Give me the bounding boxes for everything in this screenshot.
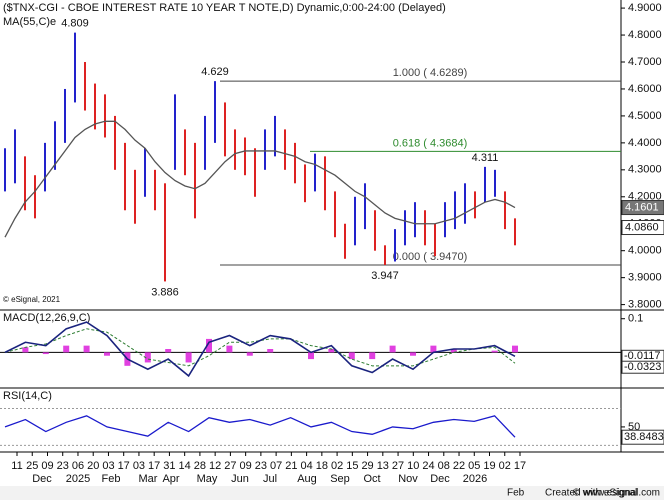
x-tick-label: 24 <box>422 460 434 472</box>
last-value-box <box>621 220 664 236</box>
month-label: Mar <box>139 473 158 485</box>
month-label: Feb <box>102 473 121 485</box>
x-tick-label: 02 <box>499 460 511 472</box>
x-tick-label: 19 <box>483 460 495 472</box>
x-tick-label: 14 <box>179 460 191 472</box>
annotation: 3.886 <box>151 286 179 298</box>
x-tick-label: 22 <box>453 460 465 472</box>
ma-line <box>4 120 516 238</box>
x-tick-label: 09 <box>41 460 53 472</box>
month-label: Oct <box>363 473 380 485</box>
macd-label: MACD(12,26,9,C) <box>3 312 90 324</box>
last-value-label: -0.0323 <box>624 361 661 373</box>
annotation: 4.809 <box>61 18 89 30</box>
x-tick-label: 03 <box>102 460 114 472</box>
fib-label: 0.000 ( 3.9470) <box>393 251 468 263</box>
x-tick-label: 17 <box>118 460 130 472</box>
x-tick-label: 09 <box>240 460 252 472</box>
month-label: Sep <box>330 473 350 485</box>
x-tick-label: 23 <box>255 460 267 472</box>
x-tick-label: 21 <box>285 460 297 472</box>
y-tick-label: 4.9000 <box>628 2 662 14</box>
last-value-label: 4.1601 <box>625 201 659 213</box>
annotation: 4.629 <box>201 66 229 78</box>
month-label: 2025 <box>66 473 90 485</box>
x-tick-label: 28 <box>194 460 206 472</box>
month-label: Aug <box>297 473 317 485</box>
x-tick-label: 17 <box>514 460 526 472</box>
last-value-box <box>621 360 664 374</box>
month-label: Dec <box>430 473 450 485</box>
x-tick-label: 10 <box>407 460 419 472</box>
last-value-label: 4.0860 <box>625 221 659 233</box>
y-tick-label: 4.0000 <box>628 245 662 257</box>
month-label: 2026 <box>463 473 487 485</box>
x-tick-label: 27 <box>224 460 236 472</box>
y-tick-label: 3.9000 <box>628 272 662 284</box>
fib-label: 0.618 ( 4.3684) <box>393 137 468 149</box>
month-label: Nov <box>398 473 418 485</box>
x-tick-label: 25 <box>26 460 38 472</box>
y-tick-label: 0.1 <box>628 313 643 325</box>
y-tick-label: 4.8000 <box>628 29 662 41</box>
watermark: © eSignal, 2021 <box>3 295 61 304</box>
last-value-box <box>621 429 664 445</box>
y-tick-label: 4.2000 <box>628 191 662 203</box>
y-tick-label: 4.4000 <box>628 137 662 149</box>
last-value-label: -0.0117 <box>624 350 661 362</box>
rsi-label: RSI(14,C) <box>3 390 52 402</box>
x-tick-label: 18 <box>316 460 328 472</box>
footer-created: Created with eSignal <box>545 488 637 499</box>
x-tick-label: 02 <box>331 460 343 472</box>
x-tick-label: 15 <box>346 460 358 472</box>
last-value-label: 38.8483 <box>624 431 664 443</box>
x-tick-label: 04 <box>300 460 312 472</box>
fib-label: 1.000 ( 4.6289) <box>393 67 468 79</box>
x-tick-label: 05 <box>468 460 480 472</box>
y-tick-label: 4.6000 <box>628 83 662 95</box>
annotation: 4.311 <box>472 152 499 164</box>
y-tick-label: 4.7000 <box>628 56 662 68</box>
rsi-line <box>4 415 516 438</box>
legend-ma: MA(55,C)e <box>3 16 56 28</box>
y-tick-label: 4.3000 <box>628 164 662 176</box>
month-label: Apr <box>162 473 179 485</box>
x-tick-label: 20 <box>87 460 99 472</box>
x-tick-label: 13 <box>377 460 389 472</box>
chart-title: ($TNX-CGI - CBOE INTEREST RATE 10 YEAR T… <box>3 2 446 14</box>
macd-macd <box>4 321 516 378</box>
month-label: Jul <box>263 473 277 485</box>
x-tick-label: 27 <box>392 460 404 472</box>
y-tick-label: 4.5000 <box>628 110 662 122</box>
month-label: May <box>197 473 218 485</box>
x-tick-label: 06 <box>72 460 84 472</box>
x-tick-label: 08 <box>438 460 450 472</box>
x-tick-label: 03 <box>133 460 145 472</box>
month-label: Dec <box>32 473 52 485</box>
x-tick-label: 07 <box>270 460 282 472</box>
annotation: 3.947 <box>371 270 399 282</box>
footer-month: Feb <box>507 488 525 499</box>
footer-bar <box>0 486 664 500</box>
x-tick-label: 31 <box>163 460 175 472</box>
x-tick-label: 29 <box>361 460 373 472</box>
month-label: Jun <box>231 473 249 485</box>
x-tick-label: 12 <box>209 460 221 472</box>
last-value-box <box>621 200 664 216</box>
x-tick-label: 17 <box>148 460 160 472</box>
x-tick-label: 11 <box>11 460 22 472</box>
footer-site: © www.esignal.com <box>573 488 660 499</box>
x-tick-label: 23 <box>57 460 69 472</box>
y-tick-label: 3.8000 <box>628 299 662 311</box>
